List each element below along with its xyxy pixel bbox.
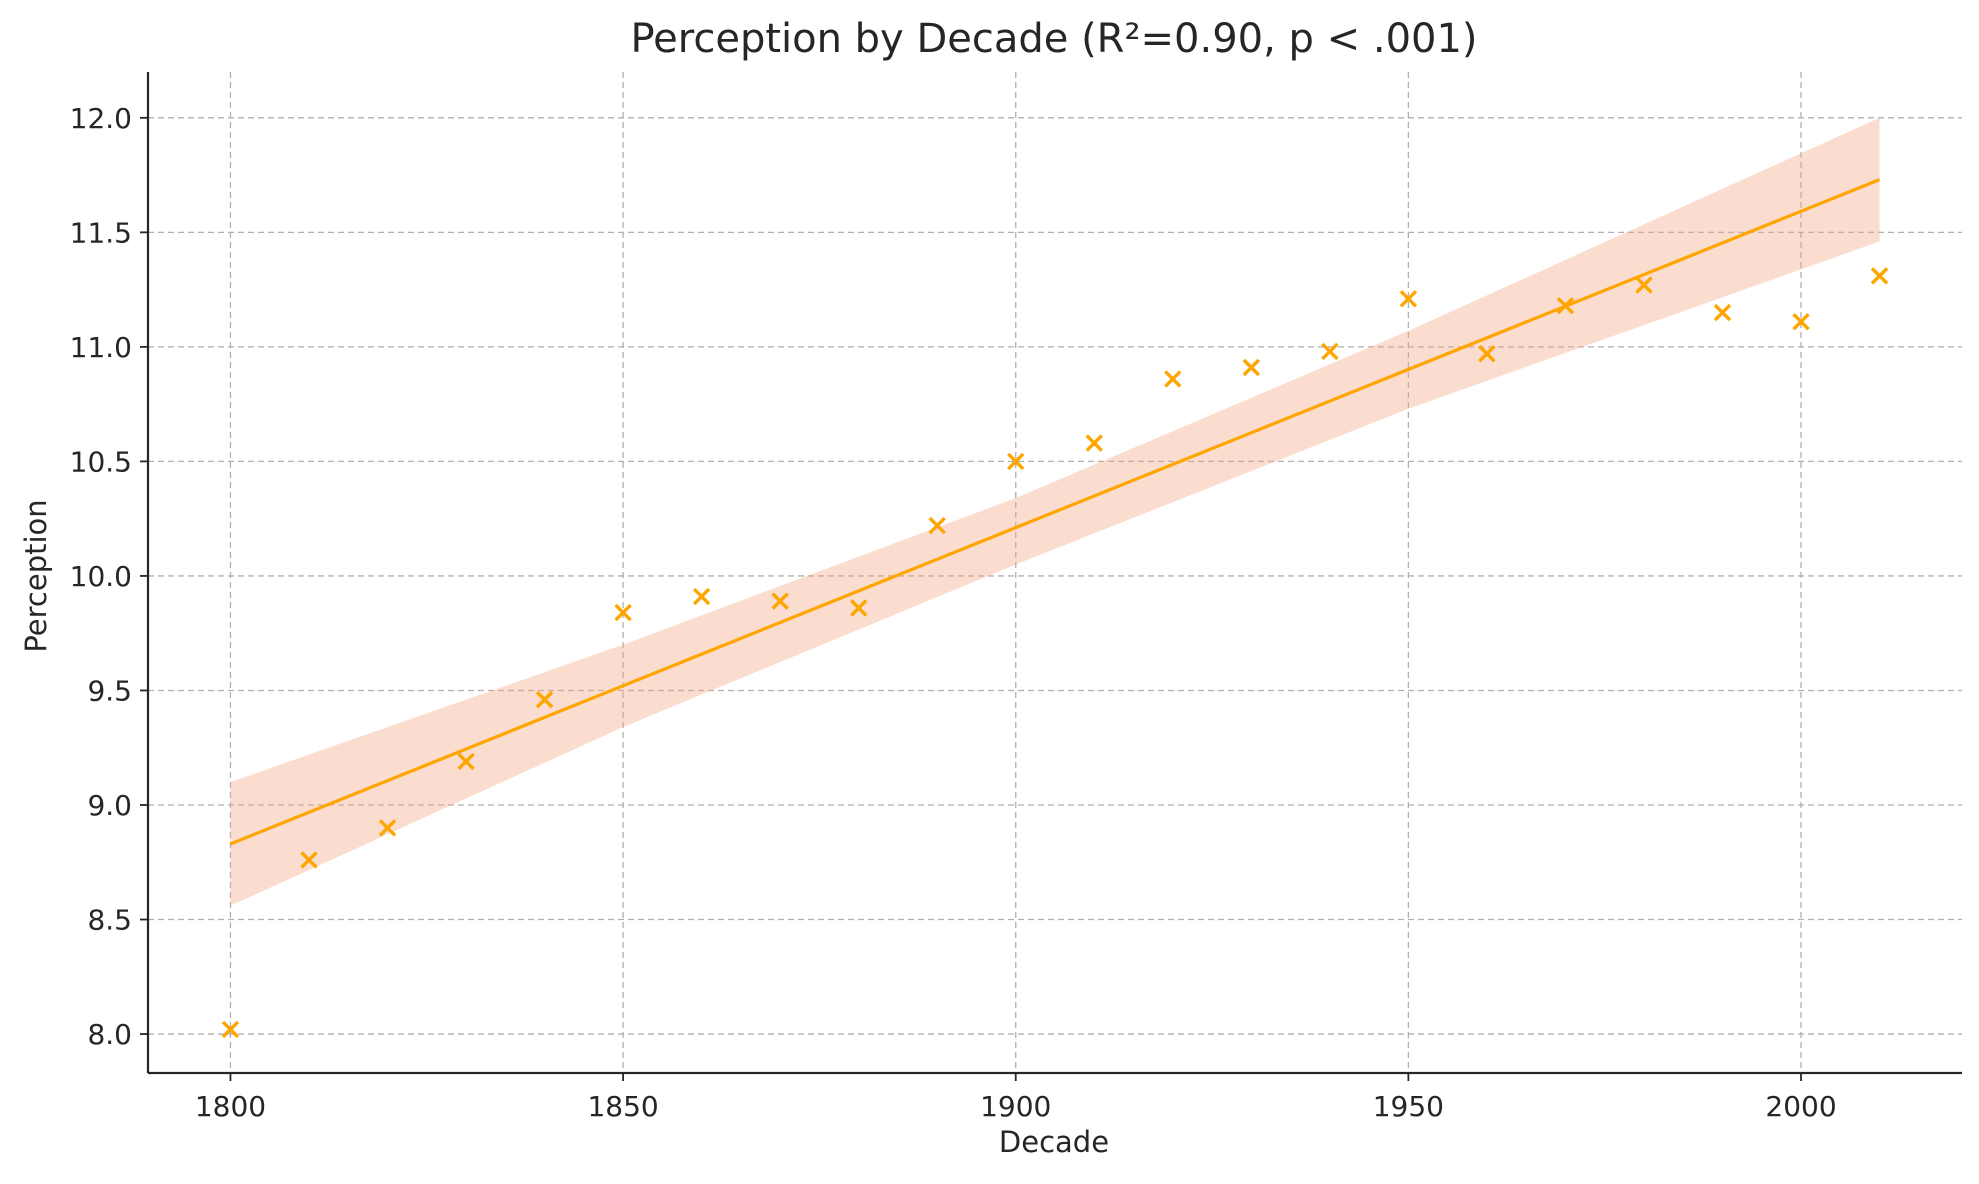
data-point [1399,290,1418,308]
data-point [1007,452,1025,471]
data-point-stroke [1713,303,1732,322]
data-point [928,516,946,535]
data-point-stroke [1399,290,1418,308]
y-tick-label: 9.5 [87,674,132,707]
data-point-stroke [300,851,318,869]
data-point [457,752,475,771]
data-point-stroke [457,752,475,771]
x-tick-label: 1800 [195,1090,266,1123]
data-point [614,603,632,622]
x-tick-label: 1950 [1373,1090,1444,1123]
data-point [378,819,397,837]
y-tick-label: 11.5 [70,216,132,249]
data-point [1635,276,1653,294]
data-point-stroke [1085,434,1103,452]
data-point [849,599,868,617]
axes [146,72,1962,1075]
data-point-stroke [771,592,789,610]
data-point-stroke [378,819,397,837]
data-point-stroke [1164,370,1182,388]
x-tick-label: 1850 [587,1090,658,1123]
y-axis-ticks: 8.0 8.5 9.0 9.5 10.0 10.5 11.0 11.5 12.0 [70,102,148,1051]
data-point [1792,312,1810,331]
data-point [1870,267,1889,285]
x-tick-label: 2000 [1765,1090,1836,1123]
data-point-stroke [1478,345,1496,363]
data-point-stroke [1556,296,1575,315]
regression-line [229,178,1881,846]
data-point [1713,303,1732,322]
data-point [221,1020,240,1039]
data-point-stroke [1321,342,1339,361]
fit-line-layer [229,178,1881,846]
data-point-stroke [1792,312,1810,331]
data-point [1478,345,1496,363]
data-point-stroke [1242,358,1261,377]
y-tick-label: 11.0 [70,331,132,364]
data-point [1321,342,1339,361]
data-point [300,851,318,869]
chart-title: Perception by Decade (R²=0.90, p < .001) [630,16,1477,62]
data-point [535,690,554,709]
data-point [692,587,711,606]
y-axis-title: Perception [19,499,53,652]
data-point-stroke [614,603,632,622]
y-tick-label: 8.5 [87,904,132,937]
data-point-stroke [692,587,711,606]
data-point [771,592,789,610]
data-point-stroke [1870,267,1889,285]
data-point [1085,434,1103,452]
y-tick-label: 12.0 [70,102,132,135]
data-point [1242,358,1261,377]
data-points-layer [221,267,1889,1039]
data-point [1556,296,1575,315]
y-tick-label: 8.0 [87,1018,132,1051]
data-point-stroke [221,1020,240,1039]
data-point-stroke [928,516,946,535]
x-axis-ticks: 1800 1850 1900 1950 2000 [195,1073,1837,1123]
data-point-stroke [1007,452,1025,471]
y-tick-label: 10.5 [70,445,132,478]
data-point-stroke [1635,276,1653,294]
data-point-stroke [535,690,554,709]
x-tick-label: 1900 [980,1090,1051,1123]
y-tick-label: 10.0 [70,560,132,593]
grid-lines [148,72,1962,1073]
data-point-stroke [849,599,868,617]
data-point [1164,370,1182,388]
y-tick-label: 9.0 [87,789,132,822]
x-axis-title: Decade [999,1125,1109,1159]
